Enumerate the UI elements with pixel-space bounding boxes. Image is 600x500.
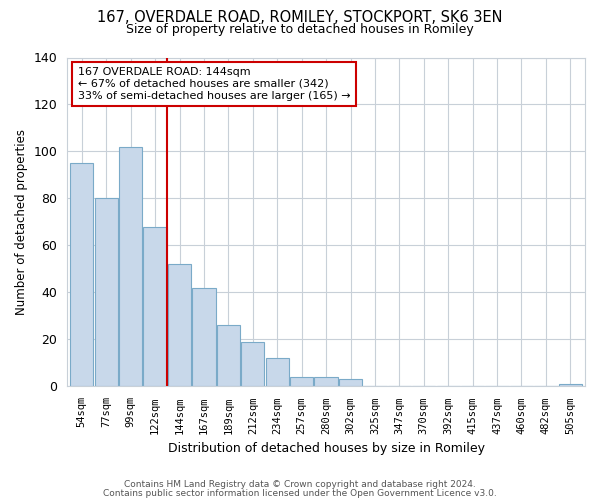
Y-axis label: Number of detached properties: Number of detached properties <box>15 129 28 315</box>
Text: 167 OVERDALE ROAD: 144sqm
← 67% of detached houses are smaller (342)
33% of semi: 167 OVERDALE ROAD: 144sqm ← 67% of detac… <box>77 68 350 100</box>
Bar <box>168 264 191 386</box>
Bar <box>266 358 289 386</box>
Bar <box>119 147 142 386</box>
Text: Size of property relative to detached houses in Romiley: Size of property relative to detached ho… <box>126 22 474 36</box>
Text: Contains public sector information licensed under the Open Government Licence v3: Contains public sector information licen… <box>103 488 497 498</box>
Bar <box>217 326 240 386</box>
Bar <box>70 163 94 386</box>
Bar <box>339 380 362 386</box>
Bar <box>95 198 118 386</box>
Text: 167, OVERDALE ROAD, ROMILEY, STOCKPORT, SK6 3EN: 167, OVERDALE ROAD, ROMILEY, STOCKPORT, … <box>97 10 503 25</box>
Bar <box>290 377 313 386</box>
Text: Contains HM Land Registry data © Crown copyright and database right 2024.: Contains HM Land Registry data © Crown c… <box>124 480 476 489</box>
Bar <box>241 342 265 386</box>
Bar <box>143 226 167 386</box>
Bar <box>314 377 338 386</box>
Bar <box>193 288 215 386</box>
Bar <box>559 384 582 386</box>
X-axis label: Distribution of detached houses by size in Romiley: Distribution of detached houses by size … <box>167 442 485 455</box>
